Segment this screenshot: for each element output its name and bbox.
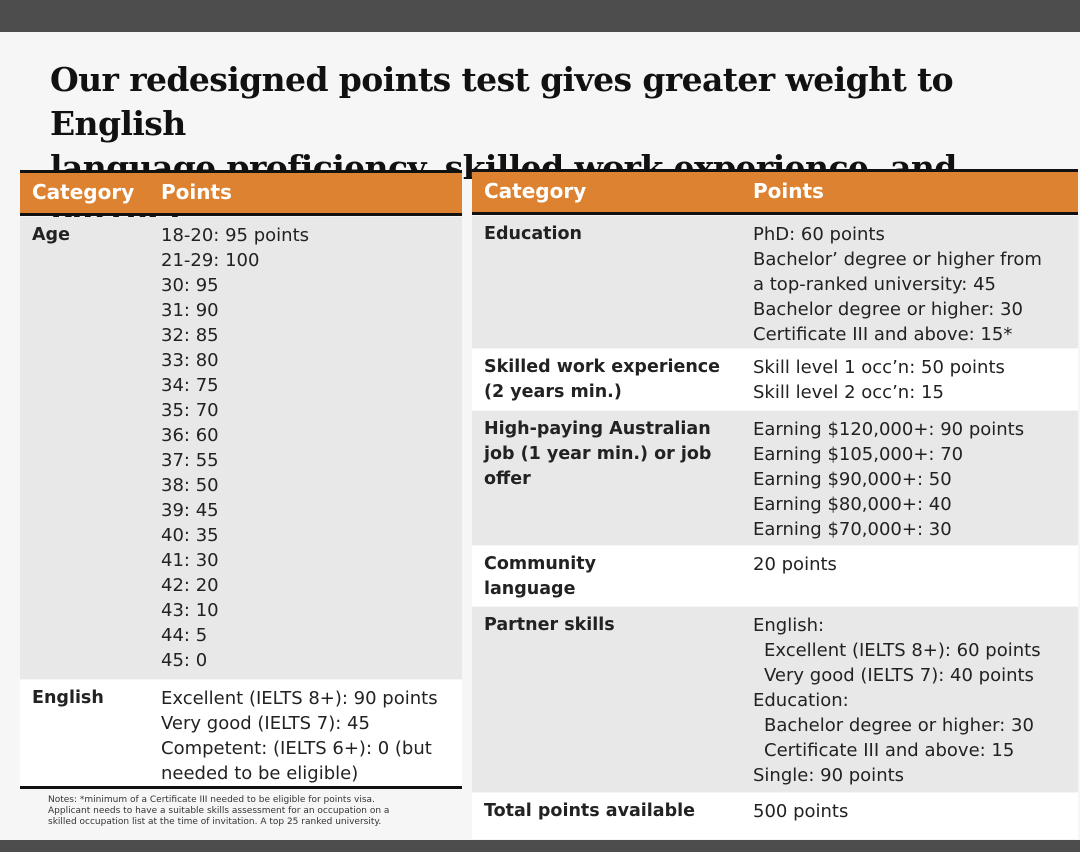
points-line: Excellent (IELTS 8+): 60 points [764, 640, 1041, 661]
table-row: High-paying Australian job (1 year min.) … [472, 411, 1078, 545]
points-cell: English: Excellent (IELTS 8+): 60 points V… [753, 613, 1041, 788]
points-line: 41: 30 [161, 550, 219, 571]
category-cell: High-paying Australian job (1 year min.) … [484, 417, 711, 492]
points-cell: PhD: 60 points Bachelor’ degree or higher… [753, 222, 1042, 347]
note-line: skilled occupation list at the time of i… [48, 817, 382, 827]
points-line: Certificate III and above: 15* [753, 324, 1013, 345]
category-line: job (1 year min.) or job [484, 444, 712, 464]
points-line: Single: 90 points [753, 765, 905, 786]
bottom-band [0, 840, 1080, 852]
table-row: Community language 20 points [472, 546, 1078, 606]
table-row: Partner skills English: Excellent (IELTS 8… [472, 607, 1078, 792]
points-line: 37: 55 [161, 450, 219, 471]
table-row: Education PhD: 60 points Bachelor’ degree … [472, 216, 1078, 348]
title-line: Our redesigned points test gives greater… [50, 60, 954, 143]
category-line: English [32, 688, 104, 708]
points-line: Skill level 1 occ’n: 50 points [753, 357, 1005, 378]
category-line: Education [484, 224, 582, 244]
note-line: Notes: *minimum of a Certificate III nee… [48, 795, 375, 805]
category-cell: Community language [484, 552, 596, 602]
category-cell: Skilled work experience (2 years min.) [484, 355, 720, 405]
header-cell: Points [161, 180, 232, 204]
points-line: 38: 50 [161, 475, 219, 496]
points-line: Bachelor’ degree or higher from [753, 249, 1042, 270]
points-line: 30: 95 [161, 275, 219, 296]
category-line: Community [484, 554, 597, 574]
category-cell: Total points available [484, 799, 695, 824]
points-line: 42: 20 [161, 575, 219, 596]
header-row: Category Points [472, 169, 1078, 215]
category-cell: English [32, 686, 104, 711]
points-line: Certificate III and above: 15 [764, 740, 1015, 761]
points-line: 20 points [753, 554, 837, 575]
category-line: language [484, 579, 576, 599]
table-row: Total points available 500 points [472, 793, 1078, 839]
points-line: a top-ranked university: 45 [753, 274, 996, 295]
header-cell: Points [753, 179, 824, 203]
top-band [0, 0, 1080, 32]
points-line: 31: 90 [161, 300, 219, 321]
header-cell: Category [484, 179, 587, 203]
points-line: 39: 45 [161, 500, 219, 521]
points-line: Bachelor degree or higher: 30 [764, 715, 1034, 736]
points-line: 21-29: 100 [161, 250, 260, 271]
points-line: Very good (IELTS 7): 40 points [764, 665, 1034, 686]
category-line: Total points available [484, 801, 696, 821]
points-line: 36: 60 [161, 425, 219, 446]
points-cell: 500 points [753, 799, 848, 824]
points-line: 33: 80 [161, 350, 219, 371]
table-row: Age 18-20: 95 points 21-29: 100 30: 95 31: 9… [20, 217, 462, 679]
points-line: English: [753, 615, 825, 636]
points-line: Bachelor degree or higher: 30 [753, 299, 1023, 320]
header-row: Category Points [20, 170, 462, 216]
points-line: Earning $120,000+: 90 points [753, 419, 1025, 440]
category-line: High-paying Australian [484, 419, 711, 439]
table-row: English Excellent (IELTS 8+): 90 points Ve… [20, 680, 462, 786]
points-line: 44: 5 [161, 625, 208, 646]
header-cell: Category [32, 180, 135, 204]
points-line: 500 points [753, 801, 849, 822]
points-line: 45: 0 [161, 650, 208, 671]
points-line: Education: [753, 690, 849, 711]
points-line: Very good (IELTS 7): 45 [161, 713, 370, 734]
points-line: needed to be eligible) [161, 763, 359, 784]
points-cell: 18-20: 95 points 21-29: 100 30: 95 31: 90 32… [161, 223, 309, 673]
category-line: (2 years min.) [484, 382, 622, 402]
points-line: Earning $90,000+: 50 [753, 469, 952, 490]
category-cell: Age [32, 223, 70, 248]
category-cell: Partner skills [484, 613, 615, 638]
notes: Notes: *minimum of a Certificate III nee… [48, 795, 389, 828]
points-line: 34: 75 [161, 375, 219, 396]
points-line: Earning $105,000+: 70 [753, 444, 964, 465]
points-line: Earning $80,000+: 40 [753, 494, 952, 515]
points-line: 32: 85 [161, 325, 219, 346]
points-line: Skill level 2 occ’n: 15 [753, 382, 944, 403]
points-cell: 20 points [753, 552, 837, 577]
points-line: 18-20: 95 points [161, 225, 309, 246]
points-cell: Earning $120,000+: 90 points Earning $105… [753, 417, 1024, 542]
points-cell: Excellent (IELTS 8+): 90 points Very good… [161, 686, 438, 786]
category-line: offer [484, 469, 531, 489]
category-line: Skilled work experience [484, 357, 721, 377]
note-line: Applicant needs to have a suitable skill… [48, 806, 390, 816]
table-row: Skilled work experience (2 years min.) Ski… [472, 349, 1078, 410]
points-line: Excellent (IELTS 8+): 90 points [161, 688, 438, 709]
category-line: Partner skills [484, 615, 615, 635]
category-line: Age [32, 225, 70, 245]
category-cell: Education [484, 222, 582, 247]
points-line: Earning $70,000+: 30 [753, 519, 952, 540]
points-line: 35: 70 [161, 400, 219, 421]
rule [20, 786, 462, 789]
points-cell: Skill level 1 occ’n: 50 points Skill leve… [753, 355, 1005, 405]
points-line: PhD: 60 points [753, 224, 885, 245]
points-line: 40: 35 [161, 525, 219, 546]
points-line: Competent: (IELTS 6+): 0 (but [161, 738, 432, 759]
points-line: 43: 10 [161, 600, 219, 621]
